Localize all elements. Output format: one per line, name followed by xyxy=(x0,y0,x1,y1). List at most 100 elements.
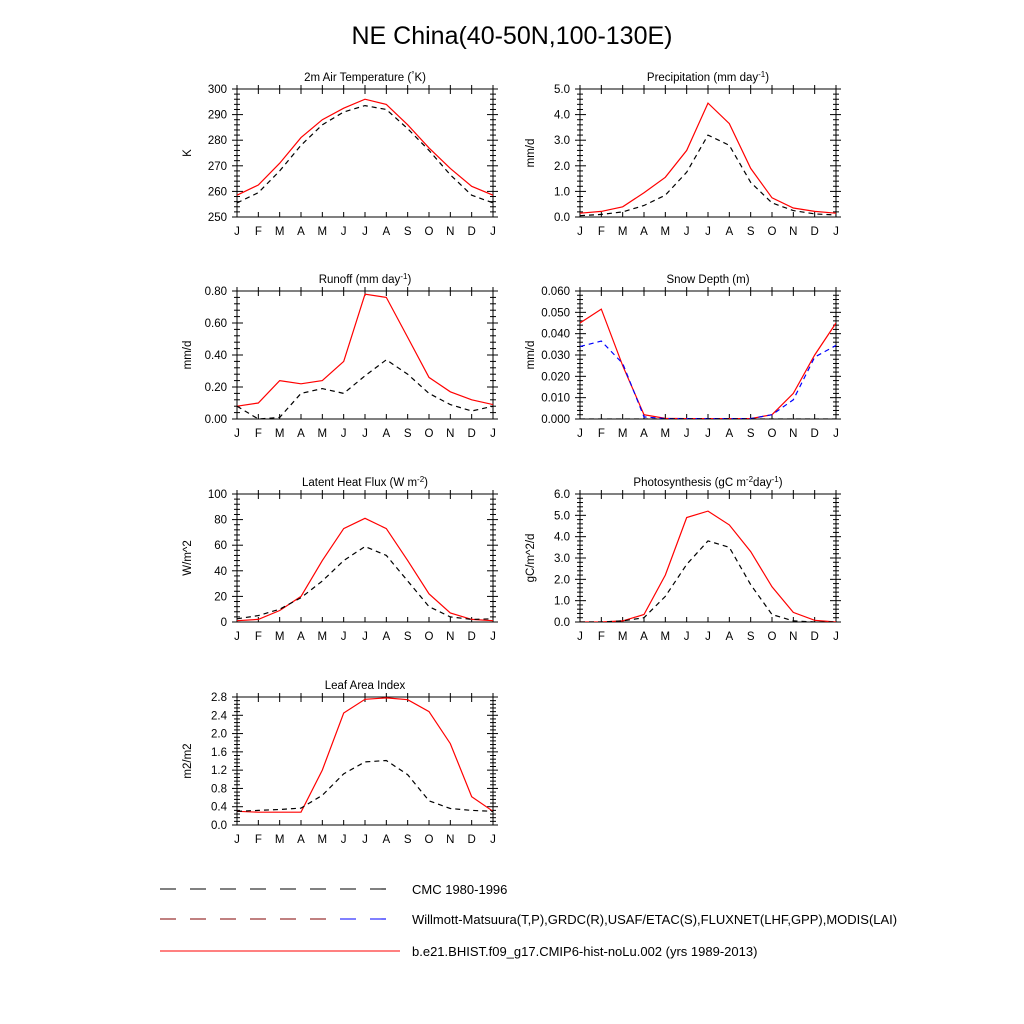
series-line-model xyxy=(237,98,493,196)
y-tick-label: 0.060 xyxy=(541,286,570,298)
y-tick-label: 0.4 xyxy=(211,802,228,814)
x-tick-label: O xyxy=(425,226,434,238)
chart-panels: 2m Air Temperature (°K)J F M A M J J A S O N D J2502… xyxy=(182,70,841,846)
series-line-obs xyxy=(237,104,493,204)
y-tick-label: 0.80 xyxy=(205,286,227,298)
x-tick-label: J xyxy=(234,834,240,846)
y-tick-label: 4.0 xyxy=(554,110,570,122)
x-tick-label: A xyxy=(297,226,305,238)
y-tick-label: 6.0 xyxy=(554,489,570,501)
y-tick-label: 0.60 xyxy=(205,318,227,330)
x-tick-label: M xyxy=(618,631,628,643)
x-tick-label: O xyxy=(768,428,777,440)
x-tick-label: N xyxy=(446,834,454,846)
panel-title: Precipitation (mm day-1) xyxy=(647,70,769,84)
x-tick-label: D xyxy=(468,428,476,440)
x-tick-label: D xyxy=(468,834,476,846)
y-axis-label: gC/m^2/d xyxy=(525,534,537,583)
x-tick-label: A xyxy=(640,631,648,643)
chart-panel-gpp: Photosynthesis (gC m-2day-1)J F M A M J J A S O N D… xyxy=(525,475,841,643)
x-tick-label: J xyxy=(577,631,583,643)
y-tick-label: 0.0 xyxy=(554,212,570,224)
y-axis-label: mm/d xyxy=(182,341,194,370)
y-tick-label: 3.0 xyxy=(554,553,570,565)
y-tick-label: 1.2 xyxy=(211,765,227,777)
y-tick-label: 80 xyxy=(214,515,227,527)
chart-panel-snow: Snow Depth (m)J F M A M J J A S O N D J0.0000.0100.0… xyxy=(525,274,841,440)
x-tick-label: J xyxy=(577,226,583,238)
x-tick-label: A xyxy=(725,631,733,643)
y-axis-label: mm/d xyxy=(525,139,537,168)
x-tick-label: O xyxy=(425,834,434,846)
x-tick-label: F xyxy=(598,428,605,440)
series-line-obs xyxy=(237,545,493,621)
x-tick-label: J xyxy=(833,631,839,643)
x-tick-label: M xyxy=(318,834,328,846)
x-tick-label: D xyxy=(811,631,819,643)
x-tick-label: F xyxy=(255,631,262,643)
x-tick-label: S xyxy=(404,226,412,238)
x-tick-label: F xyxy=(255,428,262,440)
x-tick-label: M xyxy=(318,631,328,643)
x-tick-label: J xyxy=(577,428,583,440)
series-line-obs xyxy=(237,759,493,812)
x-tick-label: N xyxy=(446,226,454,238)
x-tick-label: J xyxy=(341,631,347,643)
series-line-obs xyxy=(580,540,836,622)
y-tick-label: 1.0 xyxy=(554,596,570,608)
legend-item: CMC 1980-1996 xyxy=(160,882,507,897)
x-tick-label: A xyxy=(297,834,305,846)
y-tick-label: 0.000 xyxy=(541,414,570,426)
x-tick-label: J xyxy=(490,834,496,846)
plot-frame xyxy=(236,290,494,420)
y-axis-label: W/m^2 xyxy=(182,540,194,575)
x-tick-label: J xyxy=(362,631,368,643)
x-tick-label: M xyxy=(318,428,328,440)
series-line-model xyxy=(580,102,836,214)
y-tick-label: 5.0 xyxy=(554,84,570,96)
x-tick-label: A xyxy=(297,631,305,643)
x-tick-label: O xyxy=(425,428,434,440)
legend: CMC 1980-1996 Willmott-Matsuura(T,P),GRDC… xyxy=(160,882,897,959)
panel-title: Latent Heat Flux (W m-2) xyxy=(302,475,428,489)
y-tick-label: 0.0 xyxy=(211,820,227,832)
y-tick-label: 20 xyxy=(214,591,227,603)
x-tick-label: A xyxy=(725,226,733,238)
x-tick-label: A xyxy=(382,226,390,238)
y-tick-label: 100 xyxy=(208,489,227,501)
x-tick-label: J xyxy=(684,428,690,440)
x-tick-label: F xyxy=(255,226,262,238)
legend-label: CMC 1980-1996 xyxy=(412,882,507,897)
x-tick-label: O xyxy=(768,631,777,643)
y-axis-label: m2/m2 xyxy=(182,743,194,778)
panel-title: Runoff (mm day-1) xyxy=(319,272,412,286)
y-axis-label: mm/d xyxy=(525,341,537,370)
x-tick-label: M xyxy=(618,226,628,238)
y-tick-label: 0.40 xyxy=(205,350,227,362)
legend-item: b.e21.BHIST.f09_g17.CMIP6-hist-noLu.002 … xyxy=(160,944,757,959)
x-tick-label: M xyxy=(275,834,285,846)
chart-panel-runoff: Runoff (mm day-1)J F M A M J J A S O N D J0.000.200.… xyxy=(182,272,498,440)
y-tick-label: 0.00 xyxy=(205,414,227,426)
y-tick-label: 300 xyxy=(208,84,227,96)
x-tick-label: S xyxy=(404,631,412,643)
x-tick-label: O xyxy=(425,631,434,643)
x-tick-label: A xyxy=(725,428,733,440)
panel-title: Leaf Area Index xyxy=(325,680,406,692)
x-tick-label: J xyxy=(362,226,368,238)
x-tick-label: J xyxy=(234,631,240,643)
x-tick-label: N xyxy=(446,631,454,643)
y-tick-label: 270 xyxy=(208,161,227,173)
x-tick-label: M xyxy=(618,428,628,440)
y-tick-label: 2.0 xyxy=(554,161,570,173)
x-tick-label: J xyxy=(234,428,240,440)
legend-label: b.e21.BHIST.f09_g17.CMIP6-hist-noLu.002 … xyxy=(412,944,757,959)
legend-item: Willmott-Matsuura(T,P),GRDC(R),USAF/ETAC… xyxy=(160,912,897,927)
series-line-model xyxy=(237,697,493,813)
y-axis-label: K xyxy=(182,149,194,157)
y-tick-label: 0.20 xyxy=(205,382,227,394)
y-tick-label: 60 xyxy=(214,540,227,552)
y-tick-label: 1.0 xyxy=(554,186,570,198)
